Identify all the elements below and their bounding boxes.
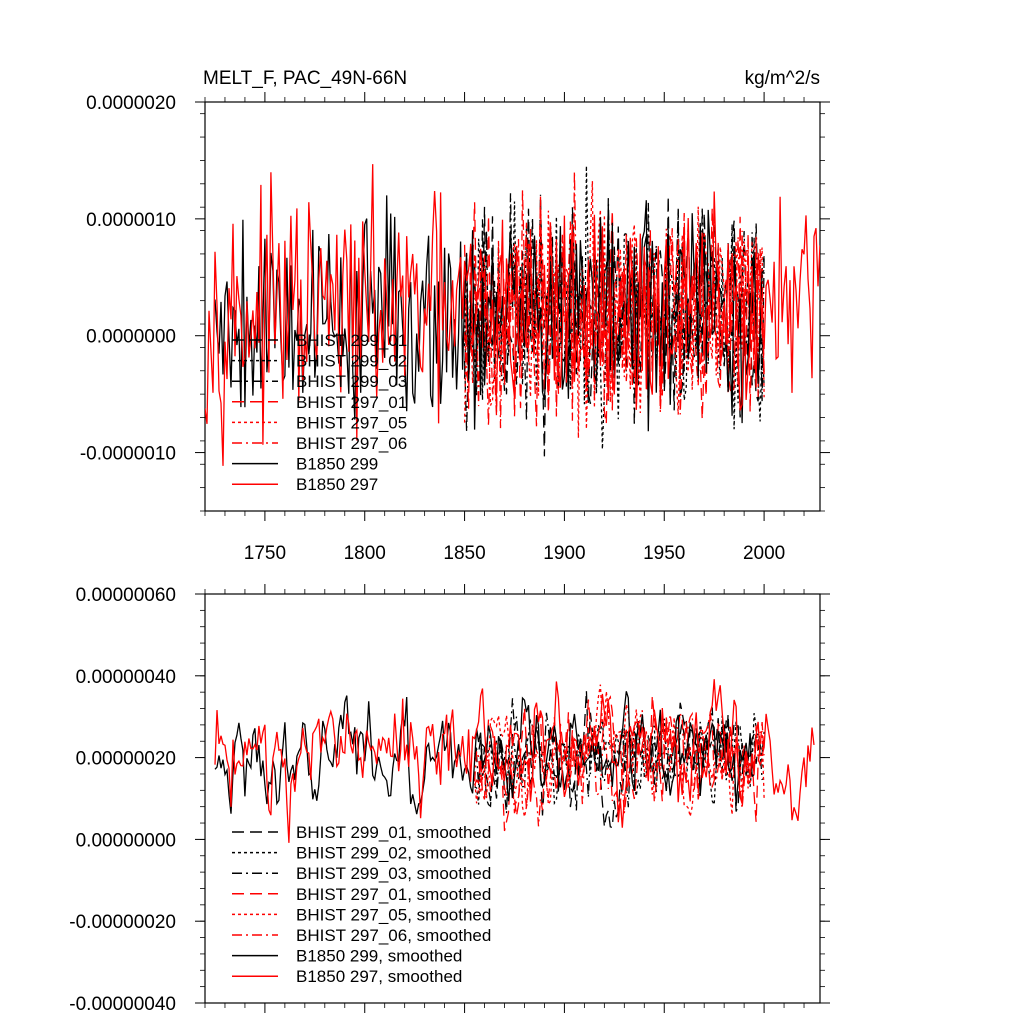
series-line [214,691,755,815]
chart-title: MELT_F, PAC_49N-66N [203,68,407,89]
y-tick-label: 0.0000020 [86,93,176,114]
series-line [473,684,765,817]
series-line [214,679,815,843]
legend-label: BHIST 297_06, smoothed [296,926,491,945]
y-tick-label: 0.0000000 [86,327,176,348]
legend-label: BHIST 297_01, smoothed [296,885,491,904]
legend-label: BHIST 299_02 [296,352,407,371]
series-line [473,690,765,829]
legend-label: BHIST 299_03, smoothed [296,864,491,883]
y-tick-label: -0.00000040 [69,994,176,1015]
y-tick-label: 0.00000040 [76,667,176,688]
legend-label: BHIST 299_03 [296,372,407,391]
y-tick-label: 0.00000020 [76,749,176,770]
y-tick-label: -0.00000020 [69,912,176,933]
legend-label: BHIST 299_02, smoothed [296,844,491,863]
legend-label: B1850 297, smoothed [296,967,462,986]
y-tick-label: 0.00000060 [76,585,176,606]
legend-label: BHIST 297_05, smoothed [296,905,491,924]
series-line [463,181,765,439]
series-group [214,679,815,843]
series-line [205,164,820,466]
legend-label: B1850 299 [296,455,378,474]
legend-label: B1850 299, smoothed [296,947,462,966]
plot-frame [204,101,821,512]
plot-frame [204,593,821,1004]
bottom-panel: 0.00000060 0.00000040 0.00000020 0.00000000… [69,584,830,1015]
x-tick-label: 1900 [543,543,585,564]
series-line [463,171,765,429]
y-tick-label: 0.00000000 [76,830,176,851]
x-tick-label: 1950 [643,543,685,564]
y-tick-label: 0.0000010 [86,210,176,231]
legend-label: BHIST 297_05 [296,413,407,432]
chart-units: kg/m^2/s [745,68,820,89]
legend-label: BHIST 299_01, smoothed [296,823,491,842]
x-tick-label: 1850 [443,543,485,564]
x-tick-label: 1750 [244,543,286,564]
legend-label: BHIST 297_06 [296,434,407,453]
x-tick-label: 2000 [743,543,785,564]
top-panel: 1750 1800 1850 1900 1950 2000 0.0000020 0.00000… [80,92,830,564]
y-tick-label: -0.0000010 [80,444,176,465]
series-group [205,164,820,466]
x-tick-label: 1800 [344,543,386,564]
legend-label: B1850 297 [296,475,378,494]
legend-label: BHIST 297_01 [296,393,407,412]
legend-label: BHIST 299_01 [296,331,407,350]
series-line [214,195,765,432]
